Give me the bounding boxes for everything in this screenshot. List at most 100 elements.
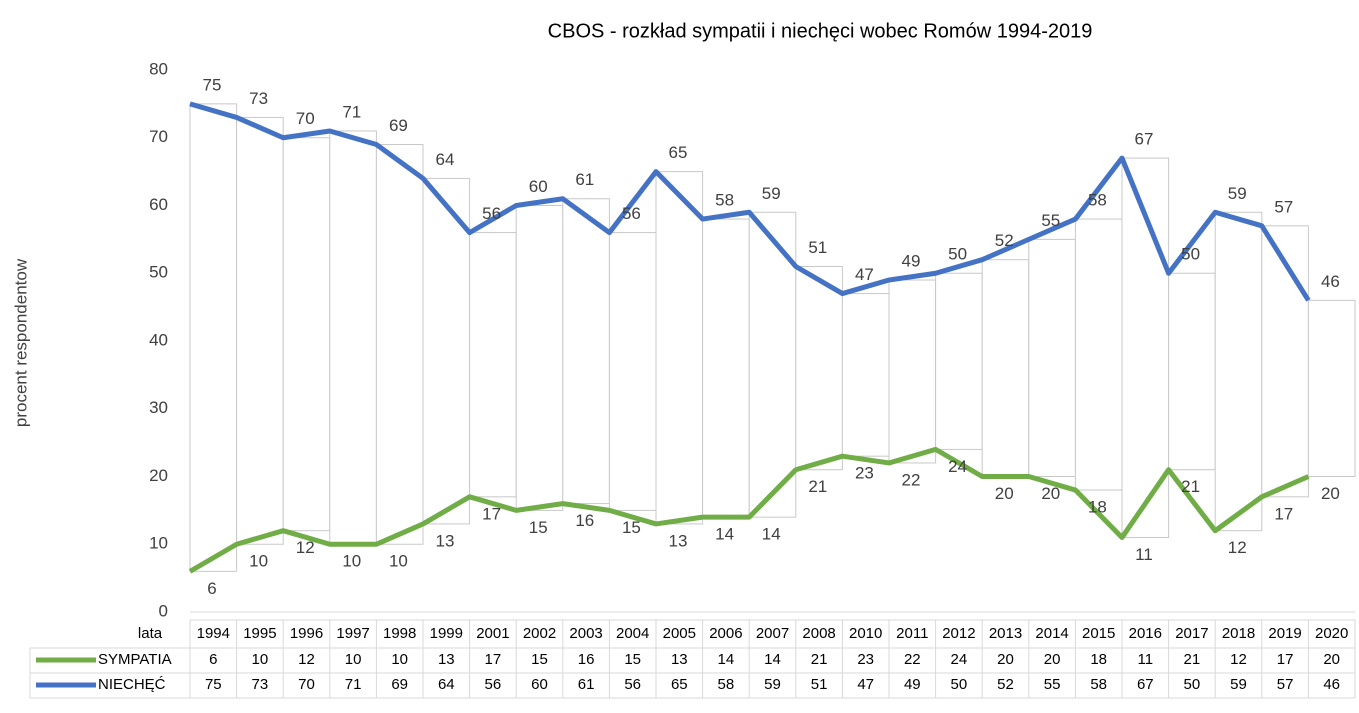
data-label: 69 xyxy=(389,116,408,135)
table-cell: 73 xyxy=(252,676,269,693)
data-label: 16 xyxy=(575,511,594,530)
legend-label: SYMPATIA xyxy=(98,651,172,668)
y-axis-label: procent respondentow xyxy=(11,258,30,427)
table-cell: 12 xyxy=(1230,651,1247,668)
data-label: 59 xyxy=(762,184,781,203)
y-tick-label: 80 xyxy=(149,59,168,78)
chart-title: CBOS - rozkład sympatii i niechęci wobec… xyxy=(548,20,1093,42)
y-tick-label: 10 xyxy=(149,534,168,553)
table-cell: 14 xyxy=(764,651,781,668)
data-label: 17 xyxy=(482,504,501,523)
x-tick-label: 2008 xyxy=(802,625,835,642)
table-cell: 49 xyxy=(904,676,921,693)
table-cell: 58 xyxy=(718,676,735,693)
high-low-bar xyxy=(422,177,471,525)
table-cell: 10 xyxy=(345,651,362,668)
data-label: 56 xyxy=(622,204,641,223)
table-cell: 14 xyxy=(718,651,735,668)
table-cell: 12 xyxy=(298,651,315,668)
y-tick-label: 50 xyxy=(149,263,168,282)
high-low-bar xyxy=(236,116,284,545)
data-label: 20 xyxy=(1321,484,1340,503)
table-cell: 21 xyxy=(811,651,828,668)
table-cell: 55 xyxy=(1044,676,1061,693)
series-line xyxy=(188,446,1310,574)
high-low-bar xyxy=(841,293,890,457)
data-label: 15 xyxy=(622,518,641,537)
data-label: 58 xyxy=(1088,191,1107,210)
data-label: 47 xyxy=(855,265,874,284)
high-low-bar xyxy=(562,198,610,505)
table-cell: 17 xyxy=(1277,651,1294,668)
table-cell: 61 xyxy=(578,676,595,693)
table-cell: 20 xyxy=(1044,651,1061,668)
table-cell: 51 xyxy=(811,676,828,693)
x-tick-label: 1997 xyxy=(336,625,369,642)
x-tick-label: 2010 xyxy=(849,625,882,642)
table-cell: 22 xyxy=(904,651,921,668)
table-cell: 15 xyxy=(531,651,548,668)
table-cell: 13 xyxy=(438,651,455,668)
legend-label: NIECHĘĆ xyxy=(98,676,166,693)
table-cell: 11 xyxy=(1138,651,1154,668)
high-low-bar xyxy=(1214,211,1263,532)
x-tick-label: 2007 xyxy=(756,625,789,642)
table-cell: 50 xyxy=(951,676,968,693)
high-low-bar xyxy=(888,279,937,464)
table-cell: 56 xyxy=(624,676,641,693)
data-label: 6 xyxy=(207,579,216,598)
data-label: 70 xyxy=(296,109,315,128)
x-tick-label: 2016 xyxy=(1129,625,1162,642)
x-tick-label: 2004 xyxy=(616,625,649,642)
x-tick-label: 2003 xyxy=(569,625,602,642)
high-low-bar xyxy=(1074,218,1123,491)
data-label: 17 xyxy=(1274,504,1293,523)
y-tick-label: 70 xyxy=(149,127,168,146)
x-tick-label: 2011 xyxy=(896,625,928,642)
high-low-bar xyxy=(189,103,238,572)
data-label: 52 xyxy=(995,231,1014,250)
x-tick-label: 2015 xyxy=(1082,625,1115,642)
data-label: 75 xyxy=(203,75,222,94)
data-label: 11 xyxy=(1135,545,1153,564)
data-label: 12 xyxy=(296,538,315,557)
table-cell: 18 xyxy=(1090,651,1107,668)
series-line xyxy=(189,101,1311,302)
data-label: 59 xyxy=(1228,184,1247,203)
high-low-bar xyxy=(329,130,377,545)
data-label: 55 xyxy=(1041,211,1060,230)
x-tick-label: 2014 xyxy=(1035,625,1068,642)
table-cell: 60 xyxy=(531,676,548,693)
data-label: 51 xyxy=(808,238,827,257)
x-tick-label: 1996 xyxy=(290,625,323,642)
high-low-bar xyxy=(935,272,983,450)
table-cell: 46 xyxy=(1323,676,1340,693)
high-low-bar xyxy=(981,259,1030,478)
data-label: 13 xyxy=(669,531,688,550)
high-low-bar xyxy=(375,144,424,545)
data-label: 21 xyxy=(808,477,827,496)
y-tick-label: 30 xyxy=(149,398,168,417)
table-cell: 59 xyxy=(764,676,781,693)
table-cell: 24 xyxy=(951,651,968,668)
data-label: 50 xyxy=(948,245,967,264)
x-tick-label: 2012 xyxy=(942,625,975,642)
data-label: 15 xyxy=(529,518,548,537)
high-low-bar xyxy=(1261,225,1309,498)
x-tick-label: 1994 xyxy=(197,625,230,642)
high-low-bar xyxy=(515,205,564,511)
table-cell: 50 xyxy=(1184,676,1201,693)
data-label: 23 xyxy=(855,464,874,483)
y-tick-label: 60 xyxy=(149,195,168,214)
table-cell: 75 xyxy=(205,676,222,693)
data-label: 21 xyxy=(1181,477,1200,496)
data-label: 22 xyxy=(902,470,921,489)
high-low-bar xyxy=(795,265,843,471)
y-tick-label: 0 xyxy=(159,601,168,620)
table-cell: 13 xyxy=(671,651,688,668)
x-tick-label: 2001 xyxy=(476,625,509,642)
y-tick-label: 40 xyxy=(149,330,168,349)
table-cell: 59 xyxy=(1230,676,1247,693)
data-label: 56 xyxy=(482,204,501,223)
data-label: 73 xyxy=(249,89,268,108)
